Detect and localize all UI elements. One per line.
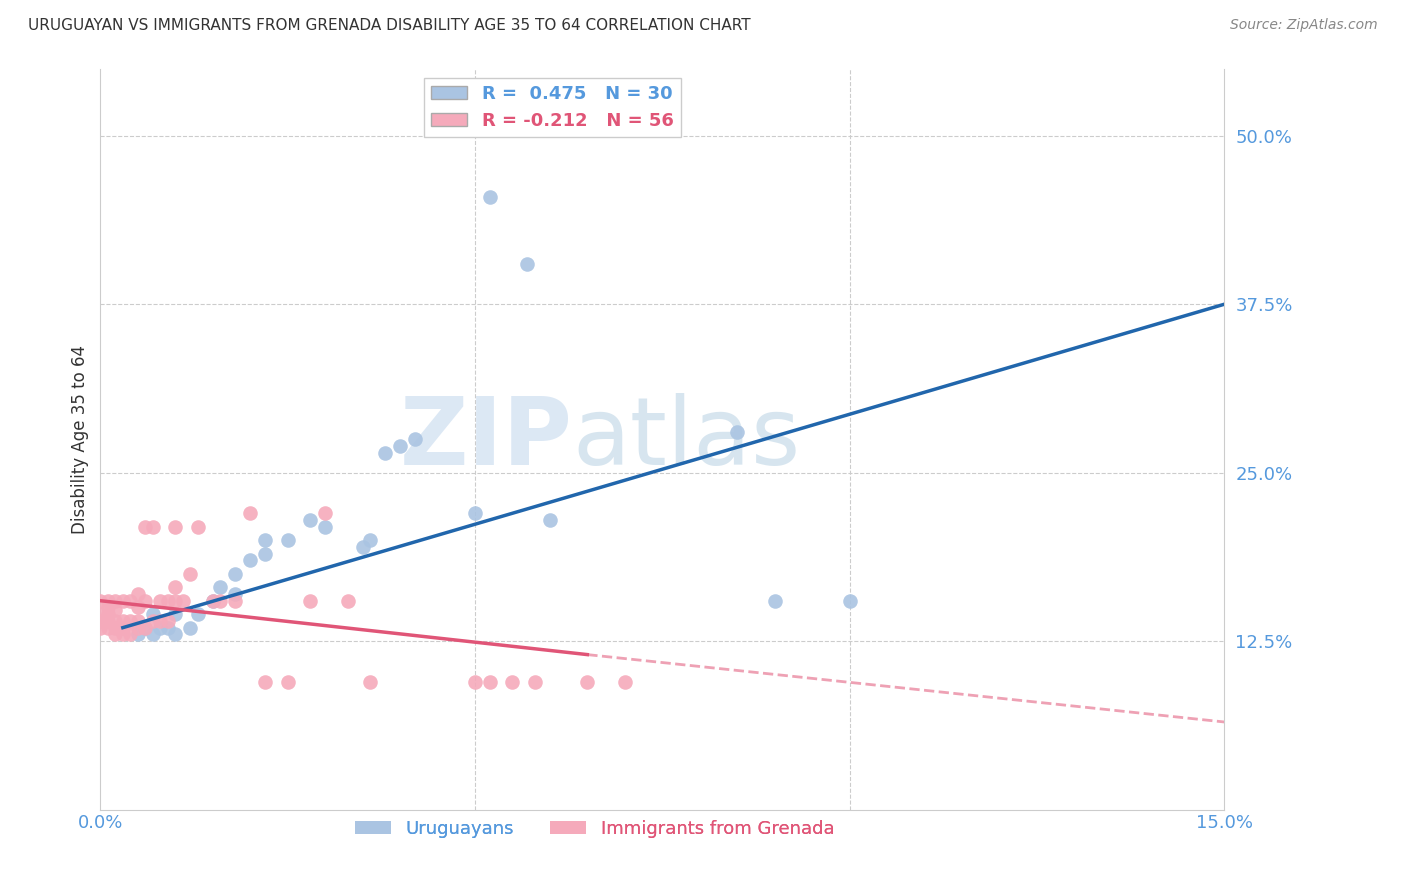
- Point: [104, 603, 127, 617]
- Point: [156, 621, 179, 635]
- Point: [89, 593, 111, 607]
- Point: [120, 614, 142, 628]
- Point: [359, 674, 381, 689]
- Point: [201, 593, 224, 607]
- Point: [576, 674, 599, 689]
- Point: [142, 627, 165, 641]
- Point: [104, 621, 127, 635]
- Point: [389, 439, 412, 453]
- Text: URUGUAYAN VS IMMIGRANTS FROM GRENADA DISABILITY AGE 35 TO 64 CORRELATION CHART: URUGUAYAN VS IMMIGRANTS FROM GRENADA DIS…: [28, 18, 751, 33]
- Point: [127, 587, 149, 601]
- Point: [478, 189, 501, 203]
- Point: [165, 519, 187, 533]
- Text: ZIP: ZIP: [399, 393, 572, 485]
- Point: [104, 593, 127, 607]
- Point: [120, 593, 142, 607]
- Point: [127, 614, 149, 628]
- Point: [523, 674, 546, 689]
- Point: [464, 506, 486, 520]
- Point: [89, 607, 111, 622]
- Point: [97, 621, 120, 635]
- Point: [149, 614, 172, 628]
- Point: [501, 674, 523, 689]
- Point: [613, 674, 636, 689]
- Point: [763, 593, 786, 607]
- Point: [111, 627, 134, 641]
- Point: [142, 614, 165, 628]
- Point: [156, 593, 179, 607]
- Point: [111, 621, 134, 635]
- Point: [224, 593, 246, 607]
- Point: [97, 600, 120, 615]
- Point: [374, 445, 396, 459]
- Point: [201, 593, 224, 607]
- Point: [97, 593, 120, 607]
- Point: [89, 614, 111, 628]
- Point: [127, 621, 149, 635]
- Point: [299, 593, 322, 607]
- Point: [314, 519, 336, 533]
- Point: [538, 513, 561, 527]
- Point: [838, 593, 860, 607]
- Point: [111, 593, 134, 607]
- Y-axis label: Disability Age 35 to 64: Disability Age 35 to 64: [72, 344, 89, 533]
- Point: [149, 593, 172, 607]
- Point: [127, 600, 149, 615]
- Point: [156, 614, 179, 628]
- Point: [104, 614, 127, 628]
- Point: [239, 506, 262, 520]
- Point: [725, 425, 748, 440]
- Point: [127, 627, 149, 641]
- Point: [142, 519, 165, 533]
- Point: [254, 533, 277, 547]
- Point: [120, 627, 142, 641]
- Point: [165, 627, 187, 641]
- Point: [97, 614, 120, 628]
- Point: [89, 621, 111, 635]
- Point: [179, 566, 201, 581]
- Point: [142, 607, 165, 622]
- Point: [134, 621, 156, 635]
- Point: [165, 593, 187, 607]
- Point: [336, 593, 359, 607]
- Text: Source: ZipAtlas.com: Source: ZipAtlas.com: [1230, 18, 1378, 32]
- Point: [254, 674, 277, 689]
- Point: [277, 674, 299, 689]
- Point: [239, 553, 262, 567]
- Point: [111, 614, 134, 628]
- Point: [277, 533, 299, 547]
- Point: [224, 566, 246, 581]
- Point: [134, 621, 156, 635]
- Point: [209, 580, 232, 594]
- Point: [165, 607, 187, 622]
- Point: [209, 593, 232, 607]
- Point: [464, 674, 486, 689]
- Point: [187, 519, 209, 533]
- Point: [172, 593, 194, 607]
- Point: [165, 580, 187, 594]
- Point: [149, 621, 172, 635]
- Point: [187, 607, 209, 622]
- Point: [314, 506, 336, 520]
- Point: [404, 432, 426, 446]
- Point: [134, 519, 156, 533]
- Point: [359, 533, 381, 547]
- Point: [134, 593, 156, 607]
- Point: [254, 547, 277, 561]
- Point: [299, 513, 322, 527]
- Point: [478, 674, 501, 689]
- Legend: Uruguayans, Immigrants from Grenada: Uruguayans, Immigrants from Grenada: [347, 813, 842, 845]
- Point: [104, 627, 127, 641]
- Text: atlas: atlas: [572, 393, 800, 485]
- Point: [516, 257, 538, 271]
- Point: [352, 540, 374, 554]
- Point: [179, 621, 201, 635]
- Point: [97, 607, 120, 622]
- Point: [224, 587, 246, 601]
